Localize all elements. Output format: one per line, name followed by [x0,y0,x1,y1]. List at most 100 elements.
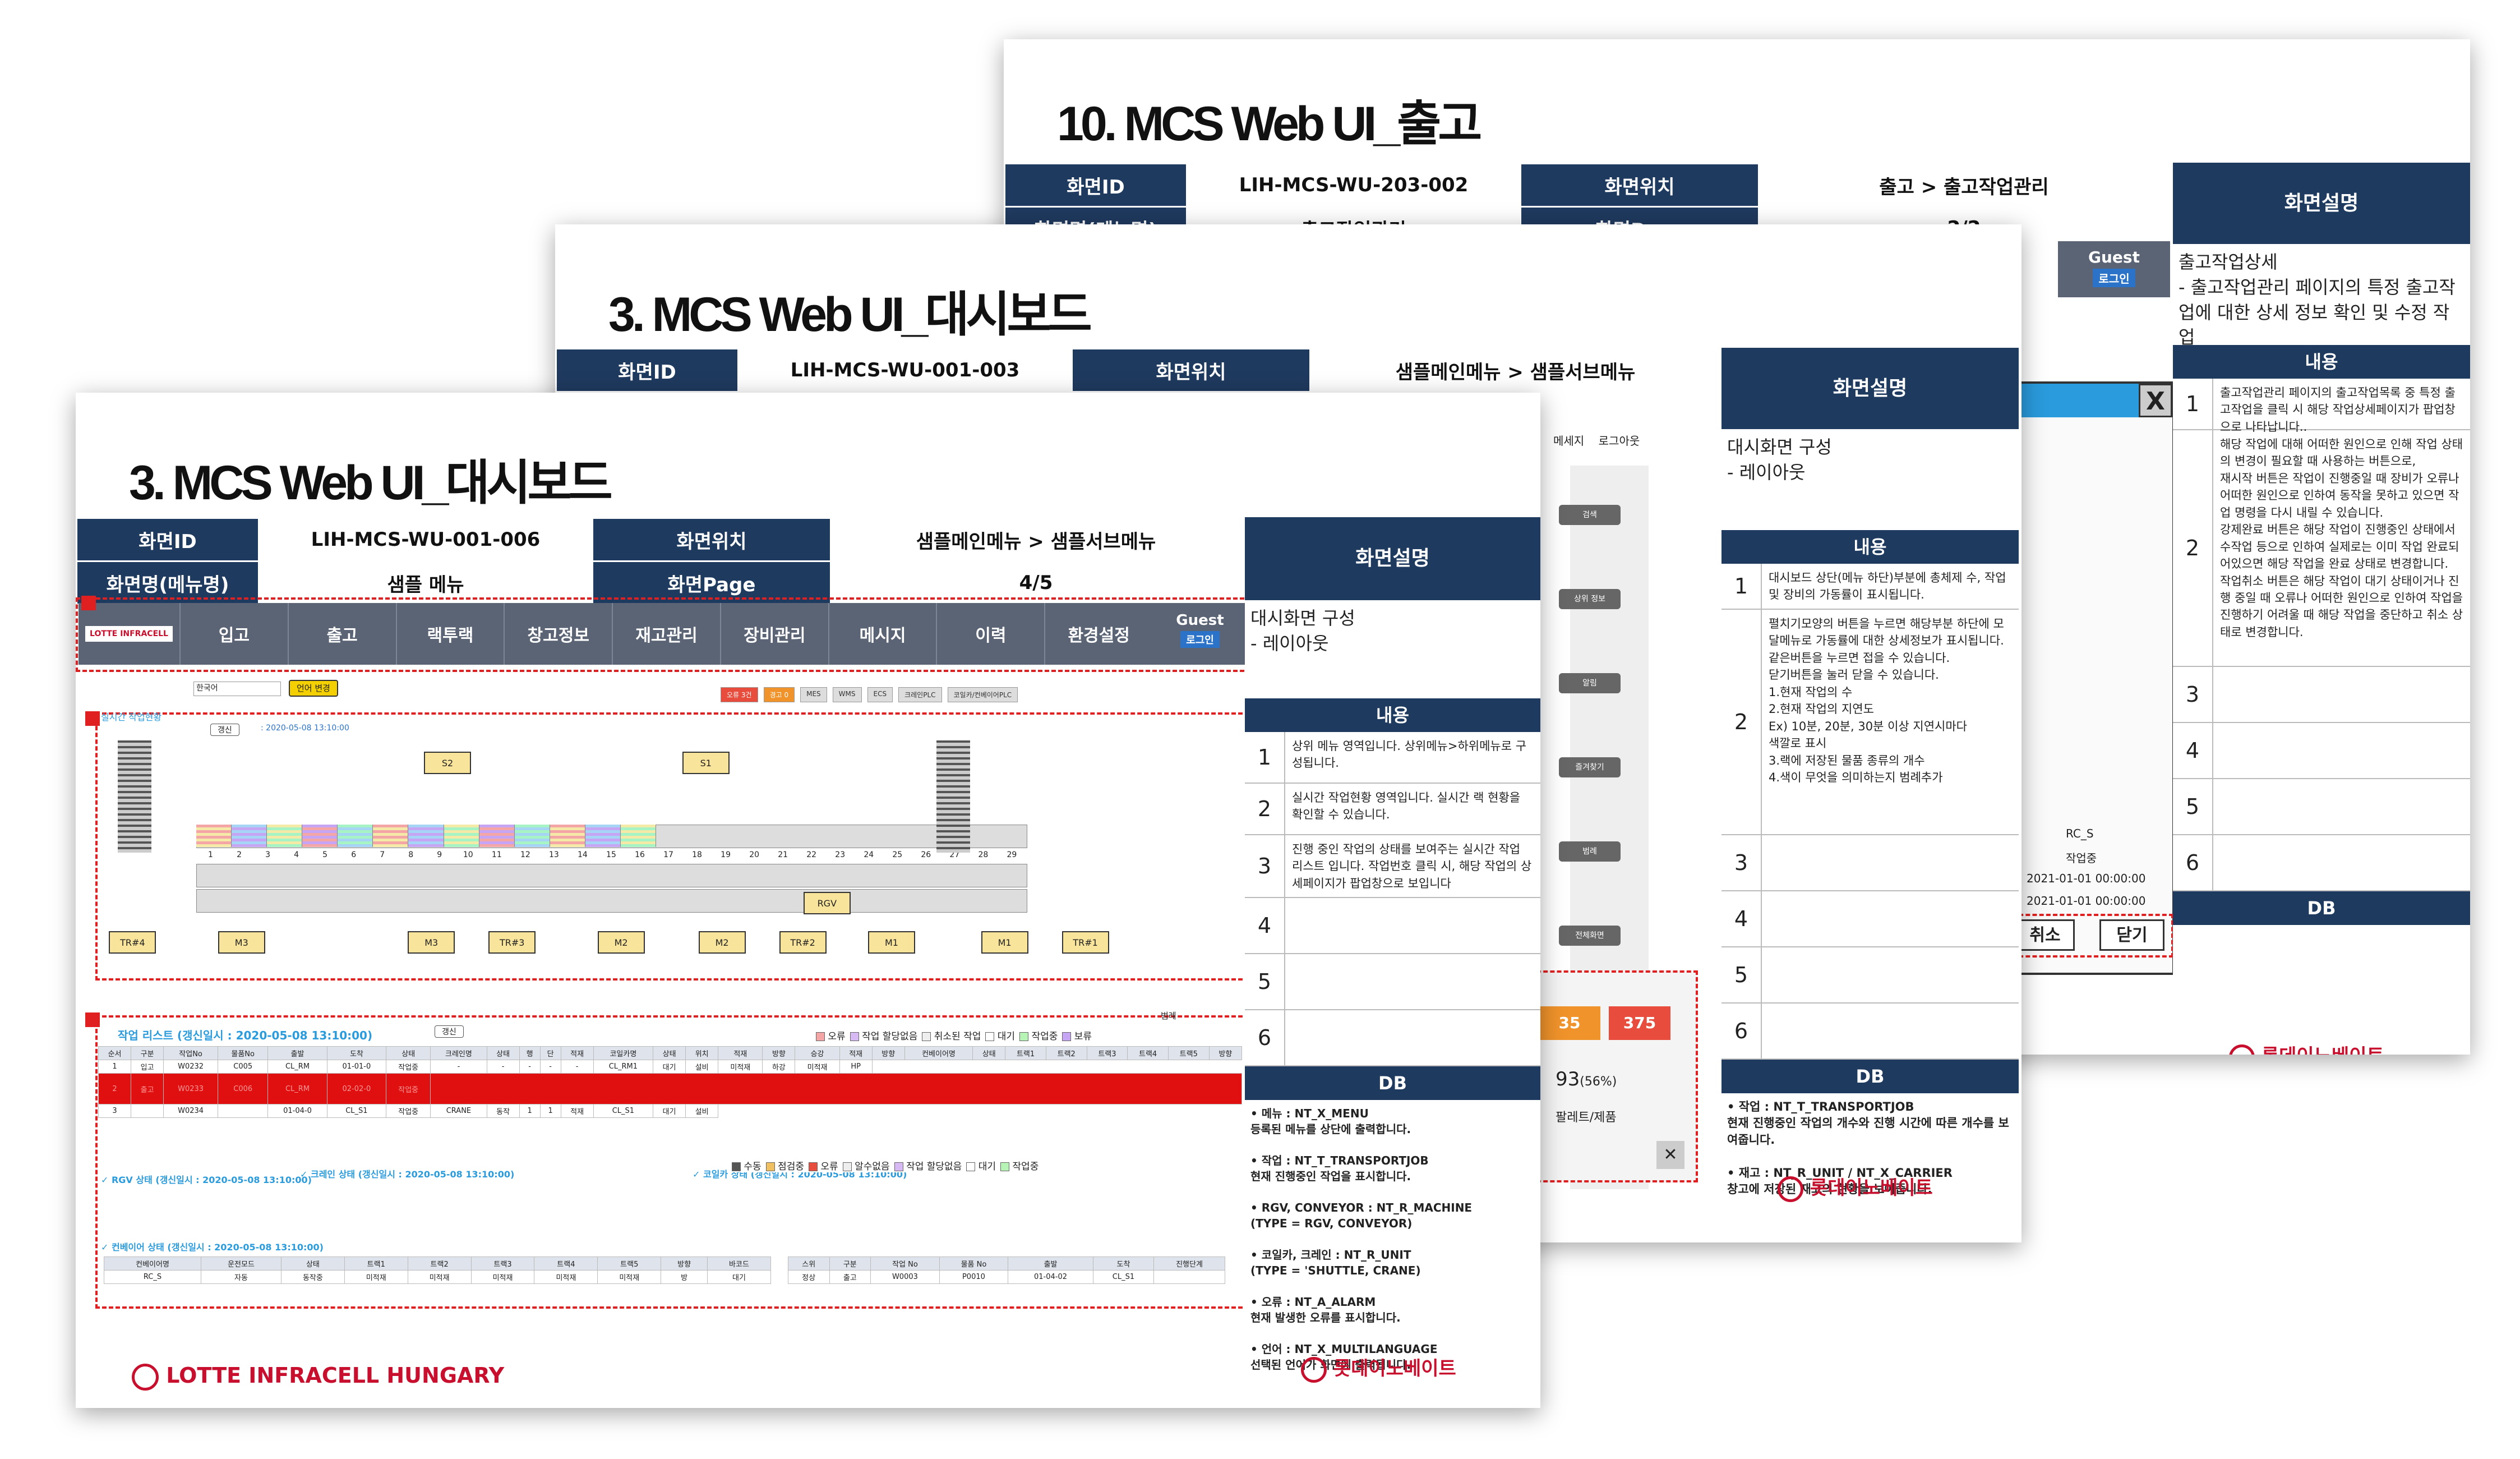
nav-item[interactable]: 출고 [287,603,396,665]
close-icon[interactable]: ✕ [1656,1141,1684,1169]
stat-unit: 팔레트/제품 [1556,1111,1617,1125]
side-menu-item[interactable]: 범례 [1559,841,1621,862]
nav-item[interactable]: 재고관리 [612,603,720,665]
status-stamp: : 2020-05-08 13:10:00 [261,724,349,733]
nav-item[interactable]: 랙투랙 [395,603,504,665]
guest-box: Guest 로그인 [1152,603,1248,665]
nav-item[interactable]: 환경설정 [1044,603,1152,665]
status-pill: 오류 3건 [721,687,758,702]
content-row: 6 [1245,1010,1540,1066]
language-select[interactable]: 한국어 [193,682,281,696]
nav-item[interactable]: 장비관리 [719,603,828,665]
slot-number: 1 [208,850,213,859]
login-button[interactable]: 로그인 [2093,269,2135,287]
refresh-button[interactable]: 갱신 [210,724,239,736]
table-cell: CL_S1 [326,1104,387,1118]
table-cell: 트랙5 [597,1257,662,1271]
slot-number: 14 [578,850,588,859]
table-row[interactable]: 3 W0234 01-04-0 CL_S1 작업중 CRANE 동작 1 1 적재 CL_S1 대기 설… [98,1104,1242,1118]
message-link[interactable]: 메세지 [1553,434,1585,448]
table-row[interactable]: 1 입고 W0232 C005 CL_RM 01-01-0 작업중 - - - - - CL_RM1 대기… [98,1060,1242,1074]
table-header[interactable]: 순서 구분 작업No 물품No 출발 도착 상태 크레인명 상태 행 단 적재 코일카명 상태 위치 적재 방향… [98,1046,1243,1060]
slot-number: 20 [749,850,760,859]
table-row[interactable]: RC_S 자동 동작중 미적재 미적재 미적재 미적재 미적재 방 대기 [103,1270,771,1284]
machine-box: S2 [424,752,471,774]
table-cell: 작업 No [870,1257,940,1271]
close-button[interactable]: 닫기 [2099,919,2164,951]
language-button[interactable]: 언어 변경 [289,680,338,697]
legend-label: 작업 할당없음 [906,1161,962,1172]
slot-fill [338,825,373,847]
row-text: 펼치기모양의 버튼을 누르면 해당부분 하단에 모달메뉴로 가동률에 대한 상세… [1769,617,2004,784]
nav-item[interactable]: 창고정보 [504,603,612,665]
region-1-marker [81,596,96,610]
slot-number: 23 [835,850,846,859]
table-cell: 미적재 [407,1270,472,1284]
table-cell: 미적재 [344,1270,408,1284]
slot-number: 18 [692,850,702,859]
side-menu-item[interactable]: 검색 [1559,505,1621,525]
slot-number: 6 [351,850,357,859]
machine-box: RGV [803,892,851,914]
content-row: 3 [2173,667,2470,723]
close-x-button[interactable]: X [2139,384,2172,417]
table-cell: - [519,1060,541,1074]
content-row: 4 [1245,898,1540,954]
row-text: 해당 작업에 대해 어떠한 원인으로 인해 작업 상태의 변경이 필요할 때 사… [2220,438,2463,639]
table-cell: 3 [98,1104,132,1118]
machine-box: M1 [981,931,1028,954]
region-1-highlight [76,597,1251,672]
nav-item[interactable]: 메시지 [828,603,936,665]
desc-text: 대시화면 구성 - 레이아웃 [1250,607,1355,654]
login-button[interactable]: 로그인 [1180,631,1220,648]
db-header: DB [1245,1066,1540,1100]
legend-button[interactable]: 범례 [1161,1011,1176,1021]
meta-loc-value: 샘플메인메뉴 > 샘플서브메뉴 [830,517,1242,562]
legend-item: 알수없음 [842,1158,890,1172]
desc-header: 화면설명 [1721,348,2019,429]
table-cell: 트랙4 [534,1257,598,1271]
slide-dashboard-a: 3. MCS Web UI_대시보드 화면ID LIH-MCS-WU-001-00… [76,393,1540,1408]
brand-mark-icon [2229,1044,2255,1055]
machine-box: TR#1 [1061,931,1109,954]
side-menu-item[interactable]: 즐겨찾기 [1559,757,1621,777]
content-row: 1 출고작업관리 페이지의 출고작업목록 중 특정 출고작업을 클릭 시 해당 작… [2173,379,2470,434]
meta-table: 화면ID LIH-MCS-WU-001-006 화면위치 샘플메인메뉴 > 샘플서브메… [76,517,1242,605]
table-cell: 작업No [163,1046,219,1060]
table-cell: 방향 [871,1046,905,1060]
nav-item[interactable]: 입고 [179,603,288,665]
joblist-refresh-button[interactable]: 갱신 [435,1025,464,1038]
row-number: 5 [2173,779,2213,834]
legend-item: 작업 할당없음 [894,1158,962,1172]
table-cell: W0234 [163,1104,219,1118]
table-cell: HP [839,1060,873,1074]
table-cell: 방향 [661,1257,708,1271]
guest-label: Guest [1176,612,1224,629]
table-cell: 트랙5 [1167,1046,1210,1060]
action-highlight [2012,914,2173,958]
logout-link[interactable]: 로그아웃 [1598,434,1640,448]
legend-label: 오류 [828,1031,846,1042]
logo-box: LOTTE INFRACELL [79,603,179,665]
content-row: 3 진행 중인 작업의 상태를 보여주는 실시간 작업 리스트 입니다. 작업번호… [1245,835,1540,898]
side-menu-item[interactable]: 전체화면 [1559,926,1621,946]
table-cell: 방향 [762,1046,796,1060]
table-header[interactable]: 스위 구분 작업 No 물품 No 출발 도착 진행단계 [788,1257,1226,1271]
table-cell: 2 [98,1073,132,1104]
nav-item[interactable]: 이력 [936,603,1044,665]
table-cell: 방향 [1208,1046,1243,1060]
machine-box: M1 [868,931,915,954]
row-text: 대시보드 상단(메뉴 하단)부분에 총체제 수, 작업 및 장비의 가동률이 표… [1769,571,2006,602]
content-header: 내용 [2173,345,2470,379]
slot-numbers: 1 2 3 4 5 6 7 8 9 10 11 12 13 14 15 16 17 18 19 20 21 22 23 24 2… [196,850,1026,862]
row-text [2213,835,2470,890]
legend-label: 알수없음 [855,1161,890,1172]
table-header[interactable]: 컨베이어명 운전모드 상태 트랙1 트랙2 트랙3 트랙4 트랙5 방향 바코드 [103,1257,771,1271]
row-number: 1 [2173,379,2213,429]
guest-label: Guest [2088,248,2140,266]
table-row[interactable]: 2 출고 W0233 C006 CL_RM 02-02-0 작업중 [98,1073,1242,1104]
side-menu-item[interactable]: 알림 [1559,673,1621,693]
side-menu-item[interactable]: 상위 정보 [1559,589,1621,609]
table-row[interactable]: 정상 출고 W0003 P0010 01-04-02 CL_S1 [788,1270,1226,1284]
legend-label: 작업 할당없음 [862,1031,918,1042]
